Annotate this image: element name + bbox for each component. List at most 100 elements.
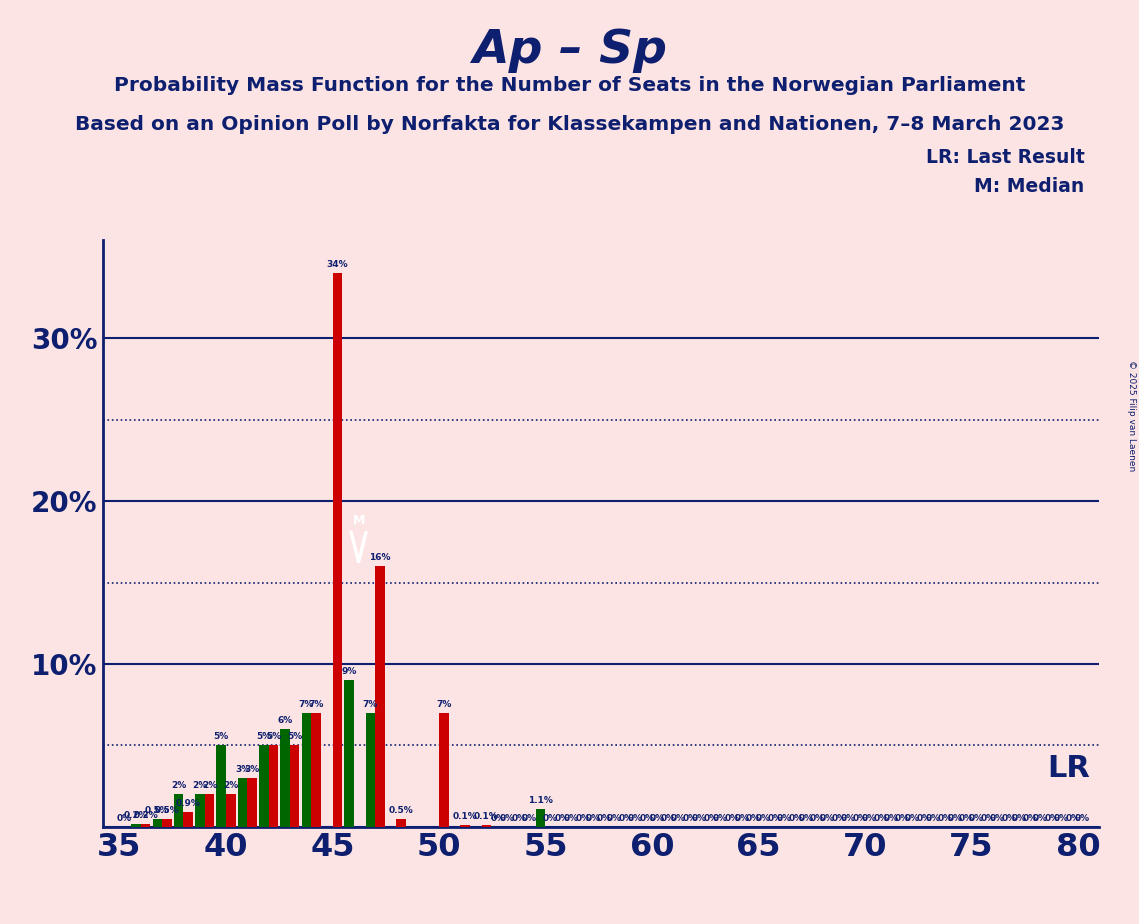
Text: 1.1%: 1.1% xyxy=(528,796,554,805)
Bar xyxy=(482,825,491,827)
Text: 0%: 0% xyxy=(755,814,771,823)
Text: 0%: 0% xyxy=(777,814,792,823)
Text: 0%: 0% xyxy=(682,814,697,823)
Text: 0%: 0% xyxy=(1075,814,1090,823)
Bar xyxy=(311,713,321,827)
Bar xyxy=(344,680,354,827)
Text: 0%: 0% xyxy=(917,814,932,823)
Text: 0%: 0% xyxy=(555,814,570,823)
Bar xyxy=(302,713,311,827)
Text: 2%: 2% xyxy=(202,782,218,790)
Text: 0.5%: 0.5% xyxy=(155,806,179,815)
Text: 0%: 0% xyxy=(841,814,855,823)
Text: 0%: 0% xyxy=(1001,814,1017,823)
Text: 0%: 0% xyxy=(691,814,707,823)
Text: 0%: 0% xyxy=(607,814,622,823)
Bar xyxy=(535,809,546,827)
Text: 0%: 0% xyxy=(522,814,536,823)
Text: 0%: 0% xyxy=(1044,814,1059,823)
Text: 0%: 0% xyxy=(585,814,600,823)
Text: 0%: 0% xyxy=(1054,814,1068,823)
Text: 2%: 2% xyxy=(223,782,238,790)
Text: 0%: 0% xyxy=(1065,814,1081,823)
Text: 6%: 6% xyxy=(278,716,293,725)
Bar xyxy=(174,795,183,827)
Text: 0%: 0% xyxy=(981,814,995,823)
Text: 7%: 7% xyxy=(362,699,378,709)
Bar xyxy=(247,778,257,827)
Text: 0%: 0% xyxy=(1011,814,1026,823)
Text: 0%: 0% xyxy=(831,814,846,823)
Text: 0%: 0% xyxy=(948,814,962,823)
Bar xyxy=(439,713,449,827)
Text: 0.5%: 0.5% xyxy=(388,806,413,815)
Text: 16%: 16% xyxy=(369,553,391,562)
Text: 34%: 34% xyxy=(327,260,349,269)
Text: 0%: 0% xyxy=(649,814,664,823)
Text: 2%: 2% xyxy=(192,782,207,790)
Text: 0.2%: 0.2% xyxy=(133,810,158,820)
Text: M: Median: M: Median xyxy=(974,177,1084,197)
Text: © 2025 Filip van Laenen: © 2025 Filip van Laenen xyxy=(1126,360,1136,471)
Text: 7%: 7% xyxy=(309,699,323,709)
Text: Based on an Opinion Poll by Norfakta for Klassekampen and Nationen, 7–8 March 20: Based on an Opinion Poll by Norfakta for… xyxy=(75,115,1064,134)
Text: 0%: 0% xyxy=(746,814,761,823)
Text: 7%: 7% xyxy=(298,699,314,709)
Bar xyxy=(195,795,205,827)
Bar xyxy=(460,825,470,827)
Text: 0%: 0% xyxy=(959,814,974,823)
Text: Probability Mass Function for the Number of Seats in the Norwegian Parliament: Probability Mass Function for the Number… xyxy=(114,76,1025,95)
Text: 0%: 0% xyxy=(852,814,868,823)
Text: 0%: 0% xyxy=(661,814,677,823)
Text: 0%: 0% xyxy=(990,814,1005,823)
Text: 0%: 0% xyxy=(895,814,910,823)
Text: 0%: 0% xyxy=(597,814,612,823)
Text: M: M xyxy=(352,515,364,528)
Text: 0%: 0% xyxy=(926,814,941,823)
Bar xyxy=(280,729,290,827)
Text: 7%: 7% xyxy=(436,699,451,709)
Text: 0%: 0% xyxy=(735,814,749,823)
Text: 0%: 0% xyxy=(788,814,804,823)
Bar xyxy=(238,778,247,827)
Bar xyxy=(162,819,172,827)
Text: 0%: 0% xyxy=(704,814,719,823)
Text: Ap – Sp: Ap – Sp xyxy=(472,28,667,73)
Text: 0%: 0% xyxy=(511,814,527,823)
Text: 0%: 0% xyxy=(968,814,984,823)
Text: 5%: 5% xyxy=(256,733,271,741)
Text: 0.9%: 0.9% xyxy=(175,799,200,808)
Text: 0%: 0% xyxy=(768,814,782,823)
Bar xyxy=(269,746,278,827)
Bar xyxy=(205,795,214,827)
Text: 0%: 0% xyxy=(1032,814,1048,823)
Text: 5%: 5% xyxy=(287,733,302,741)
Text: 0%: 0% xyxy=(724,814,740,823)
Bar xyxy=(259,746,269,827)
Text: 0%: 0% xyxy=(1023,814,1038,823)
Bar xyxy=(141,823,150,827)
Text: 0%: 0% xyxy=(564,814,579,823)
Text: 0%: 0% xyxy=(628,814,644,823)
Text: 0%: 0% xyxy=(904,814,920,823)
Text: 0%: 0% xyxy=(810,814,825,823)
Text: 0%: 0% xyxy=(937,814,953,823)
Bar xyxy=(131,823,141,827)
Text: 0%: 0% xyxy=(575,814,591,823)
Text: 0.5%: 0.5% xyxy=(145,806,170,815)
Text: 5%: 5% xyxy=(265,733,281,741)
Text: 3%: 3% xyxy=(235,765,251,774)
Text: 0%: 0% xyxy=(798,814,813,823)
Text: LR: Last Result: LR: Last Result xyxy=(926,148,1084,167)
Text: 0.1%: 0.1% xyxy=(452,812,477,821)
Text: 0%: 0% xyxy=(862,814,877,823)
Bar xyxy=(333,273,342,827)
Text: 3%: 3% xyxy=(245,765,260,774)
Bar xyxy=(216,746,226,827)
Bar xyxy=(375,566,385,827)
Bar xyxy=(396,819,405,827)
Text: 0%: 0% xyxy=(820,814,835,823)
Bar xyxy=(366,713,375,827)
Text: 0%: 0% xyxy=(640,814,655,823)
Bar xyxy=(226,795,236,827)
